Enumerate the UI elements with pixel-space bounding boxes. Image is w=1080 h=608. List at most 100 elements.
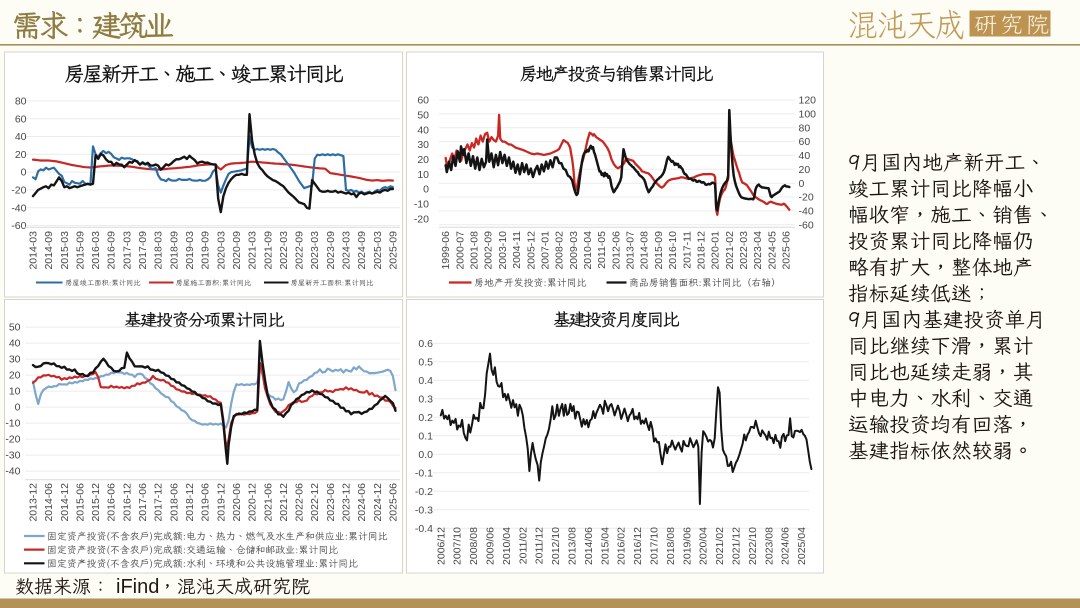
svg-text:2025-03: 2025-03 [372, 231, 384, 270]
svg-text:2014-09: 2014-09 [43, 231, 55, 270]
svg-text:2018-12: 2018-12 [695, 231, 707, 270]
svg-text:20: 20 [799, 164, 811, 176]
svg-text:2017/10: 2017/10 [649, 527, 661, 565]
svg-text:20: 20 [15, 149, 27, 161]
svg-text:2024-03: 2024-03 [341, 231, 353, 270]
svg-text:2016-10: 2016-10 [667, 231, 679, 270]
svg-text:2022-09: 2022-09 [294, 231, 306, 270]
svg-text:2004-11: 2004-11 [511, 231, 523, 269]
svg-text:2018/08: 2018/08 [665, 527, 677, 565]
svg-text:50: 50 [417, 109, 429, 121]
svg-text:2008-02: 2008-02 [554, 231, 566, 270]
svg-text:2013-12: 2013-12 [28, 483, 40, 522]
svg-text:2018-09: 2018-09 [168, 231, 180, 270]
svg-text:2007/10: 2007/10 [452, 527, 464, 565]
svg-text:80: 80 [799, 122, 811, 134]
svg-text:-20: -20 [799, 192, 814, 204]
svg-text:2018-12: 2018-12 [184, 483, 196, 522]
svg-text:2017-03: 2017-03 [121, 231, 133, 270]
svg-text:120: 120 [799, 95, 817, 107]
svg-text:2005-12: 2005-12 [525, 231, 537, 270]
svg-text:2008/08: 2008/08 [468, 527, 480, 565]
svg-text:40: 40 [799, 150, 811, 162]
svg-text:2014-12: 2014-12 [59, 483, 71, 522]
svg-text:2019-09: 2019-09 [200, 231, 212, 270]
svg-text:-30: -30 [5, 450, 20, 462]
svg-text:2017-12: 2017-12 [153, 483, 165, 522]
svg-text:2020-12: 2020-12 [247, 483, 259, 522]
svg-text:2016-03: 2016-03 [90, 231, 102, 270]
svg-text:2007-01: 2007-01 [540, 231, 552, 270]
svg-text:30: 30 [417, 139, 429, 151]
svg-text:20: 20 [9, 370, 21, 382]
svg-text:2024-09: 2024-09 [356, 231, 368, 270]
svg-text:2015-06: 2015-06 [75, 483, 87, 522]
svg-text:2018-03: 2018-03 [153, 231, 165, 270]
svg-text:2024-12: 2024-12 [372, 483, 384, 522]
svg-text:30: 30 [9, 354, 21, 366]
svg-text:2013/08: 2013/08 [567, 527, 579, 565]
svg-text:2014-06: 2014-06 [43, 483, 55, 522]
svg-text:2017-06: 2017-06 [137, 483, 149, 522]
svg-text:2017-11: 2017-11 [681, 231, 693, 269]
svg-text:0.6: 0.6 [418, 338, 433, 350]
svg-text:2023-04: 2023-04 [752, 231, 764, 270]
svg-text:2015-09: 2015-09 [653, 231, 665, 270]
svg-text:2012/10: 2012/10 [550, 527, 562, 565]
svg-text:40: 40 [417, 124, 429, 136]
svg-text:2014-03: 2014-03 [28, 231, 40, 270]
svg-text:0.3: 0.3 [418, 393, 433, 405]
svg-text:2015-09: 2015-09 [75, 231, 87, 270]
svg-text:2019-03: 2019-03 [184, 231, 196, 270]
svg-text:2017-09: 2017-09 [137, 231, 149, 270]
svg-text:60: 60 [417, 95, 429, 107]
svg-text:2013-07: 2013-07 [625, 231, 637, 270]
svg-text:2020-03: 2020-03 [215, 231, 227, 270]
svg-text:2016/12: 2016/12 [632, 527, 644, 565]
svg-text:2020-09: 2020-09 [231, 231, 243, 270]
svg-text:2022-06: 2022-06 [294, 483, 306, 522]
svg-text:-40: -40 [11, 202, 26, 214]
svg-text:2010-04: 2010-04 [582, 231, 594, 270]
svg-text:iFind: iFind [116, 576, 159, 598]
svg-text:10: 10 [9, 386, 21, 398]
svg-text:-40: -40 [5, 466, 20, 478]
svg-text:2025/04: 2025/04 [796, 527, 808, 565]
svg-text:-0.4: -0.4 [415, 523, 433, 535]
svg-text:-0.1: -0.1 [415, 467, 433, 479]
svg-text:40: 40 [15, 131, 27, 143]
svg-text:2020-01: 2020-01 [710, 231, 722, 270]
svg-text:-10: -10 [5, 418, 20, 430]
svg-text:2025-09: 2025-09 [387, 231, 399, 270]
svg-text:0: 0 [423, 184, 429, 196]
svg-text:0.5: 0.5 [418, 356, 433, 368]
svg-text:0: 0 [15, 402, 21, 414]
svg-text:2023-12: 2023-12 [341, 483, 353, 522]
svg-text:2011/02: 2011/02 [517, 527, 529, 564]
svg-text:-0.3: -0.3 [415, 504, 433, 516]
svg-text:2023-06: 2023-06 [325, 483, 337, 522]
svg-text:-60: -60 [11, 220, 26, 232]
svg-text:2011-05: 2011-05 [596, 231, 608, 269]
svg-text:2014/06: 2014/06 [583, 527, 595, 565]
svg-text:2001-08: 2001-08 [469, 231, 481, 270]
svg-text:2023-09: 2023-09 [325, 231, 337, 270]
svg-text:2002-09: 2002-09 [483, 231, 495, 270]
svg-text:1999-06: 1999-06 [440, 231, 452, 270]
svg-text:2016-12: 2016-12 [121, 483, 133, 522]
svg-text:2021-12: 2021-12 [278, 483, 290, 522]
svg-text:2020-06: 2020-06 [231, 483, 243, 522]
svg-text:-60: -60 [799, 219, 814, 231]
svg-text:2019-12: 2019-12 [215, 483, 227, 522]
svg-text:2021-02: 2021-02 [724, 231, 736, 270]
svg-text:2022-03: 2022-03 [738, 231, 750, 270]
svg-text:-20: -20 [11, 185, 26, 197]
svg-text:2011/12: 2011/12 [534, 527, 546, 564]
svg-text:2000-07: 2000-07 [454, 231, 466, 270]
svg-text:2020/04: 2020/04 [698, 527, 710, 565]
svg-text:0: 0 [799, 178, 805, 190]
svg-text:2009/06: 2009/06 [485, 527, 497, 565]
svg-text:2015/04: 2015/04 [599, 527, 611, 565]
svg-text:100: 100 [799, 109, 817, 121]
svg-text:2024-06: 2024-06 [356, 483, 368, 522]
